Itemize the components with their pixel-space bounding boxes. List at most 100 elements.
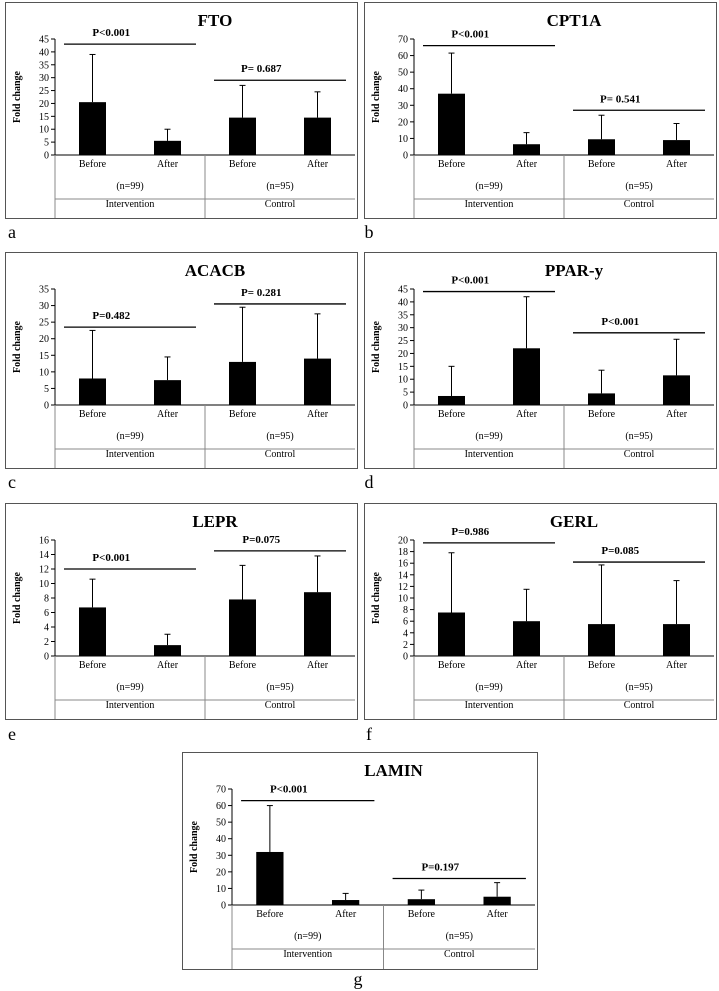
y-tick-label: 14 bbox=[39, 550, 49, 561]
group-name-label: Control bbox=[624, 199, 655, 210]
bar-1 bbox=[438, 612, 465, 656]
chart-panel-g: LAMIN Fold change 0 10 20 30 40 50 60 70 Before Aft… bbox=[182, 752, 538, 970]
group-n-label: (n=99) bbox=[475, 181, 502, 192]
y-axis-label: Fold change bbox=[189, 820, 200, 873]
group-name-label: Control bbox=[265, 700, 296, 711]
y-tick-label: 15 bbox=[39, 112, 49, 123]
group-name-label: Control bbox=[624, 449, 655, 460]
y-tick-label: 20 bbox=[398, 536, 408, 547]
y-tick-label: 40 bbox=[216, 834, 226, 845]
y-tick-label: 35 bbox=[39, 285, 49, 296]
bar-3 bbox=[229, 117, 256, 155]
group-n-label: (n=99) bbox=[475, 431, 502, 442]
p-value-label: P<0.001 bbox=[601, 316, 639, 328]
group-n-label: (n=95) bbox=[625, 682, 652, 693]
y-tick-label: 20 bbox=[398, 117, 408, 128]
chart-panel-e: LEPR Fold change 0 2 4 6 8 10 12 14 16 Before After B… bbox=[5, 503, 358, 720]
y-tick-label: 0 bbox=[403, 401, 408, 412]
x-category-label: Before bbox=[588, 409, 616, 420]
y-tick-label: 20 bbox=[398, 349, 408, 360]
x-category-label: Before bbox=[588, 660, 616, 671]
panel-frame bbox=[364, 503, 717, 720]
group-n-label: (n=95) bbox=[266, 181, 293, 192]
group-name-label: Intervention bbox=[106, 449, 155, 460]
bar-4 bbox=[304, 117, 331, 155]
y-tick-label: 0 bbox=[221, 901, 226, 912]
bar-1 bbox=[79, 102, 106, 155]
y-tick-label: 30 bbox=[39, 73, 49, 84]
group-name-label: Intervention bbox=[283, 949, 332, 960]
y-tick-label: 0 bbox=[44, 652, 49, 663]
y-tick-label: 50 bbox=[216, 818, 226, 829]
x-category-label: After bbox=[335, 909, 357, 920]
x-category-label: Before bbox=[438, 409, 466, 420]
panel-letter: e bbox=[8, 724, 16, 744]
panel-letter: c bbox=[8, 472, 16, 492]
x-category-label: Before bbox=[229, 409, 257, 420]
y-tick-label: 4 bbox=[44, 623, 49, 634]
y-tick-label: 12 bbox=[398, 582, 408, 593]
x-category-label: Before bbox=[229, 660, 257, 671]
y-tick-label: 10 bbox=[398, 134, 408, 145]
chart-title: LAMIN bbox=[364, 761, 423, 780]
panel-frame bbox=[364, 2, 717, 219]
y-tick-label: 4 bbox=[403, 628, 408, 639]
panel-letter: b bbox=[365, 222, 374, 242]
y-tick-label: 25 bbox=[39, 86, 49, 97]
p-value-label: P<0.001 bbox=[92, 552, 130, 564]
x-category-label: Before bbox=[79, 409, 107, 420]
bar-1 bbox=[438, 395, 465, 405]
y-tick-label: 18 bbox=[398, 547, 408, 558]
y-tick-label: 50 bbox=[398, 68, 408, 79]
y-tick-label: 70 bbox=[398, 35, 408, 46]
y-axis-label: Fold change bbox=[371, 571, 382, 624]
group-name-label: Intervention bbox=[465, 449, 514, 460]
x-category-label: Before bbox=[79, 660, 107, 671]
x-category-label: Before bbox=[79, 159, 107, 170]
group-n-label: (n=95) bbox=[625, 181, 652, 192]
x-category-label: After bbox=[307, 409, 329, 420]
bar-2 bbox=[331, 900, 360, 905]
bar-2 bbox=[513, 144, 540, 155]
y-tick-label: 25 bbox=[39, 318, 49, 329]
chart-title: FTO bbox=[198, 11, 233, 30]
y-tick-label: 35 bbox=[39, 60, 49, 71]
y-tick-label: 70 bbox=[216, 785, 226, 796]
y-tick-label: 2 bbox=[403, 640, 408, 651]
bar-2 bbox=[154, 140, 181, 155]
bar-2 bbox=[513, 621, 540, 656]
group-n-label: (n=95) bbox=[625, 431, 652, 442]
panel-frame bbox=[5, 503, 358, 720]
bar-3 bbox=[588, 139, 615, 155]
group-n-label: (n=95) bbox=[446, 931, 473, 942]
x-category-label: Before bbox=[256, 909, 284, 920]
x-category-label: Before bbox=[588, 159, 616, 170]
y-tick-label: 8 bbox=[403, 605, 408, 616]
x-category-label: After bbox=[307, 660, 329, 671]
y-tick-label: 20 bbox=[39, 99, 49, 110]
y-tick-label: 10 bbox=[39, 367, 49, 378]
x-category-label: After bbox=[666, 409, 688, 420]
x-category-label: After bbox=[666, 660, 688, 671]
bar-3 bbox=[588, 624, 615, 656]
y-tick-label: 0 bbox=[403, 652, 408, 663]
y-tick-label: 0 bbox=[44, 401, 49, 412]
y-tick-label: 60 bbox=[398, 51, 408, 62]
p-value-label: P<0.001 bbox=[451, 275, 489, 287]
y-tick-label: 40 bbox=[398, 84, 408, 95]
chart-panel-c: ACACB Fold change 0 5 10 15 20 25 30 35 Before Afte… bbox=[5, 252, 358, 469]
panel-frame bbox=[364, 252, 717, 469]
bar-3 bbox=[229, 599, 256, 656]
group-name-label: Intervention bbox=[465, 700, 514, 711]
p-value-label: P=0.197 bbox=[421, 861, 459, 873]
bar-4 bbox=[663, 140, 690, 155]
y-tick-label: 5 bbox=[44, 138, 49, 149]
y-tick-label: 30 bbox=[398, 323, 408, 334]
panel-letter: f bbox=[366, 724, 372, 744]
p-value-label: P<0.001 bbox=[92, 27, 130, 39]
y-tick-label: 0 bbox=[44, 151, 49, 162]
